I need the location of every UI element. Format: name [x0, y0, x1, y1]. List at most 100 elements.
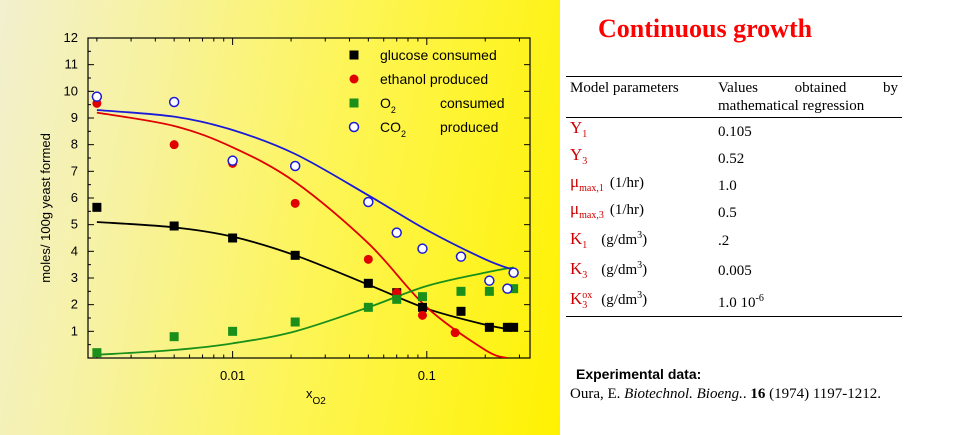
fit-line-2 [96, 266, 514, 356]
legend-label: ethanol produced [380, 71, 488, 87]
data-point [502, 322, 512, 332]
parameter-unit: (1/hr) [609, 175, 644, 191]
ref-volume: 16 [750, 386, 766, 402]
parameter-value-text: 1.0 [718, 177, 737, 194]
y-tick-label: 9 [71, 110, 78, 125]
data-point [417, 302, 427, 312]
parameter-name: Y1 [566, 118, 714, 146]
y-tick-label: 2 [71, 297, 78, 312]
parameter-value: 0.005 [714, 256, 902, 286]
y-tick-label: 12 [64, 30, 78, 45]
parameter-symbol: K [570, 289, 583, 308]
parameter-value: 0.52 [714, 145, 902, 172]
y-tick-label: 7 [71, 163, 78, 178]
data-point [169, 221, 179, 231]
data-point [450, 328, 460, 338]
y-tick-label: 8 [71, 137, 78, 152]
legend-label-tail: consumed [440, 95, 505, 111]
legend-marker [349, 98, 359, 108]
table-row: μmax,3 (1/hr) 0.5 [566, 199, 902, 226]
parameter-symbol: K [570, 259, 583, 278]
plot-area [91, 91, 519, 358]
parameter-symbol: μ [570, 172, 580, 191]
data-point [227, 155, 238, 166]
parameter-subscript: 3 [582, 270, 588, 281]
y-tick-label: 11 [65, 57, 79, 72]
data-point [91, 91, 103, 102]
parameter-value: .2 [714, 226, 902, 256]
data-point [456, 286, 466, 296]
parameter-subscript: max,3 [579, 210, 604, 221]
legend-label: glucose consumed [380, 47, 497, 63]
header-model-parameters: Model parameters [566, 76, 714, 118]
parameter-symbol: Y [570, 145, 583, 164]
legend-marker [349, 74, 359, 84]
parameter-value: 0.105 [714, 118, 902, 146]
chart-panel [0, 0, 560, 435]
parameter-name: Y3 [566, 145, 714, 172]
data-point [391, 227, 402, 238]
parameter-value-text: 0.005 [718, 263, 752, 279]
parameter-symbol: μ [570, 199, 580, 218]
data-point [455, 251, 467, 262]
legend-marker [349, 50, 359, 60]
data-point [228, 233, 238, 243]
parameter-subscript: 1 [582, 129, 588, 140]
x-tick-label: 0.1 [418, 368, 436, 383]
parameter-value-text: .2 [718, 233, 730, 249]
page-title: Continuous growth [598, 14, 813, 43]
table-row: Y3 0.52 [566, 145, 902, 172]
parameter-unit: (g/dm [601, 262, 638, 278]
unit-exponent: 3 [637, 290, 643, 301]
data-point [168, 96, 180, 108]
legend-label-name: glucose consumed [380, 47, 497, 63]
data-point [228, 326, 238, 336]
y-tick-label: 1 [71, 323, 78, 338]
data-point [456, 306, 466, 316]
ref-journal: Biotechnol. Bioeng. [624, 386, 743, 402]
legend-marker [348, 121, 360, 133]
data-point [289, 160, 301, 172]
y-tick-label: 10 [64, 83, 78, 98]
header-values: Values obtained by mathematical regressi… [714, 76, 902, 118]
legend-label-name: CO [380, 119, 401, 135]
table-body: Y1 0.105 Y3 0.52 μmax,1 (1/hr) 1.0 μmax,3 (1/hr)… [566, 118, 902, 317]
data-point [363, 254, 373, 264]
data-point [417, 310, 427, 320]
table-header-row: Model parameters Values obtained by math… [566, 76, 902, 118]
data-point [92, 202, 102, 212]
parameter-value: 0.5 [714, 199, 902, 226]
parameter-unit: (g/dm [601, 292, 638, 308]
parameter-value-text: 0.52 [718, 150, 745, 167]
parameter-name: K1 (g/dm3) [570, 229, 648, 251]
parameter-name: Kox3 (g/dm3) [566, 286, 714, 317]
y-tick-label: 5 [71, 217, 78, 232]
data-point [92, 348, 102, 358]
parameter-value-text: 1.0 10 [718, 295, 756, 311]
parameter-value-text: 0.105 [718, 123, 752, 140]
x-tick-label: 0.01 [220, 368, 245, 383]
legend-label-name: O [380, 95, 391, 111]
data-point [484, 275, 495, 286]
legend-label: O2 consumed [380, 95, 505, 115]
fit-line-1 [96, 111, 508, 358]
parameter-superscript: ox [582, 290, 593, 301]
legend-label-name: ethanol produced [380, 71, 488, 87]
data-point [169, 140, 179, 150]
unit-exponent: 3 [637, 230, 643, 241]
fit-line-3 [96, 109, 514, 271]
unit-exponent: 3 [637, 260, 643, 271]
x-axis-label-main: x [306, 386, 313, 401]
parameter-value-text: 0.5 [718, 204, 737, 221]
legend-label: CO2 produced [380, 119, 498, 139]
parameter-unit: (g/dm [601, 232, 638, 248]
data-point [169, 332, 179, 342]
parameter-subscript: max,1 [579, 183, 604, 194]
data-point [363, 278, 373, 288]
ref-rest: (1974) 1197-1212. [765, 386, 882, 402]
parameter-name: μmax,3 (1/hr) [566, 199, 714, 226]
table-row: Kox3 (g/dm3) 1.0 10-6 [566, 286, 902, 317]
data-point [392, 294, 402, 304]
value-exponent: -6 [755, 293, 764, 304]
